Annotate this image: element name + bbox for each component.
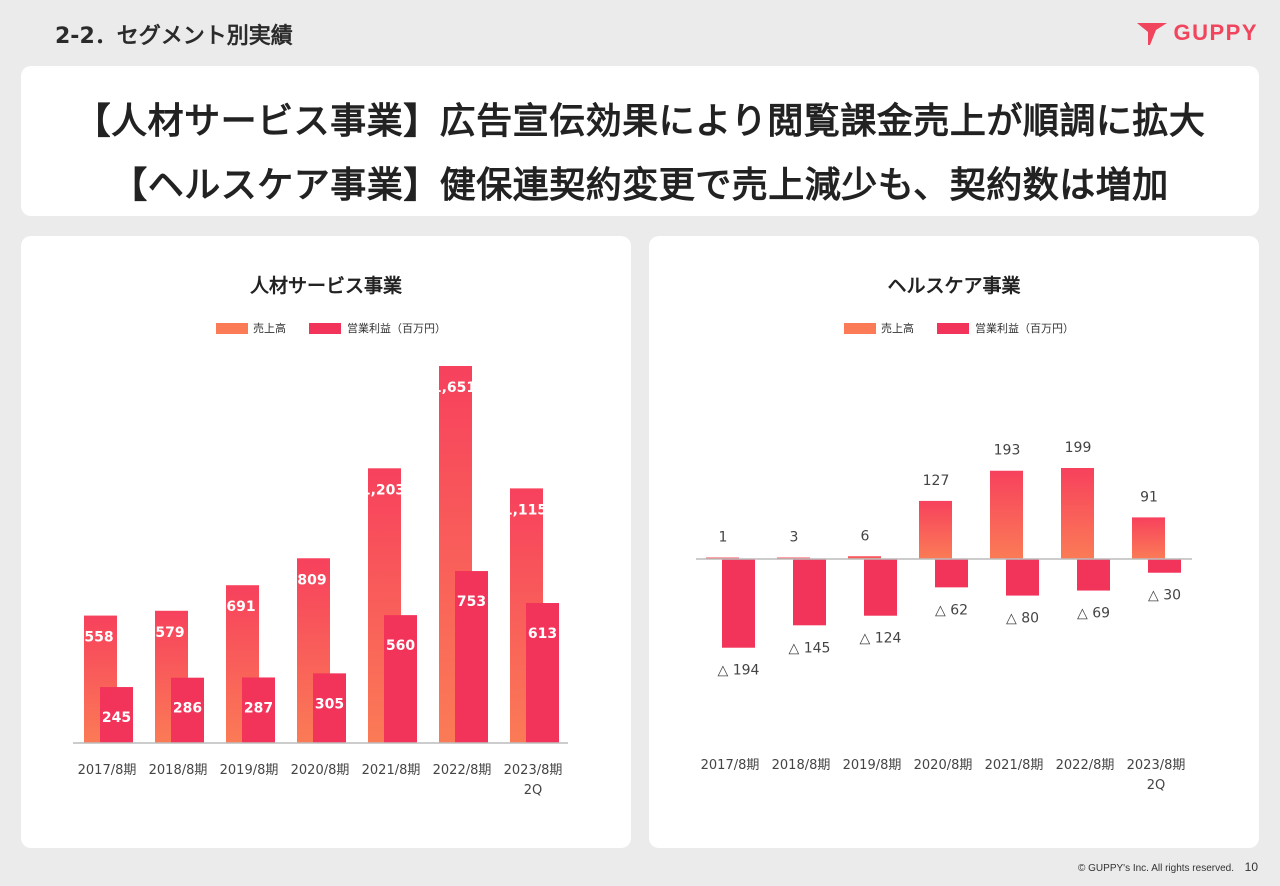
chart-title: 人材サービス事業	[250, 274, 403, 297]
data-label-profit: △ 124	[860, 631, 902, 647]
data-label-profit: △ 145	[789, 640, 831, 656]
logo-text: GUPPY	[1173, 20, 1258, 45]
bar-profit	[242, 677, 275, 743]
data-label-profit: △ 80	[1006, 611, 1039, 627]
guppy-logo-icon	[1137, 23, 1168, 45]
bar-profit	[1148, 559, 1181, 573]
x-tick-label: 2022/8期	[1056, 758, 1115, 773]
data-label-profit: △ 69	[1077, 606, 1110, 622]
x-tick-label: 2021/8期	[985, 758, 1044, 773]
data-label-sales: 193	[994, 443, 1021, 459]
bar-profit	[171, 677, 204, 743]
bar-profit	[1077, 559, 1110, 591]
x-tick-label: 2018/8期	[772, 758, 831, 773]
page-number: 10	[1244, 860, 1258, 874]
data-label-profit: 613	[528, 626, 557, 642]
x-tick-label: 2020/8期	[914, 758, 973, 773]
data-label-sales: 809	[297, 572, 326, 588]
headline-line-1: 【人材サービス事業】広告宣伝効果により閲覧課金売上が順調に拡大	[74, 101, 1206, 142]
bar-sales	[919, 500, 952, 559]
data-label-sales: 3	[790, 530, 799, 546]
data-label-profit: 286	[173, 701, 202, 717]
legend-label-sales: 売上高	[881, 321, 914, 335]
x-tick-label: 2017/8期	[78, 763, 137, 778]
copyright: © GUPPY's Inc. All rights reserved.	[1078, 863, 1234, 874]
data-label-sales: 6	[861, 528, 870, 544]
x-tick-label: 2017/8期	[701, 758, 760, 773]
legend-swatch-profit	[309, 323, 341, 334]
data-label-profit: △ 62	[935, 602, 968, 618]
bar-profit	[864, 559, 897, 616]
legend-swatch-profit	[937, 323, 969, 334]
data-label-sales: 1	[719, 530, 728, 546]
data-label-profit: △ 194	[718, 663, 760, 679]
data-label-profit: 305	[315, 696, 344, 712]
section-title: 2-2．セグメント別実績	[55, 24, 293, 49]
data-label-profit: 753	[457, 594, 486, 610]
bar-profit	[455, 571, 488, 743]
data-label-sales: 1,115	[503, 502, 547, 518]
data-label-profit: 560	[386, 638, 415, 654]
bar-profit	[384, 615, 417, 743]
data-label-sales: 1,203	[361, 482, 405, 498]
bar-profit	[526, 603, 559, 743]
bar-sales	[990, 470, 1023, 559]
legend-swatch-sales	[844, 323, 876, 334]
bar-profit	[793, 559, 826, 626]
data-label-profit: △ 30	[1148, 588, 1181, 604]
guppy-logo: GUPPY	[1135, 20, 1258, 46]
data-label-sales: 127	[923, 473, 950, 489]
data-label-sales: 579	[155, 625, 184, 641]
data-label-sales: 691	[226, 599, 255, 615]
legend-label-profit: 営業利益（百万円）	[347, 321, 446, 335]
headline-line-2: 【ヘルスケア事業】健保連契約変更で売上減少も、契約数は増加	[111, 165, 1169, 206]
x-tick-label: 2018/8期	[149, 763, 208, 778]
data-label-sales: 199	[1065, 440, 1092, 456]
x-tick-label: 2019/8期	[220, 763, 279, 778]
bar-profit	[313, 673, 346, 743]
bar-profit	[100, 687, 133, 743]
bar-profit	[935, 559, 968, 588]
chart-card-healthcare: ヘルスケア事業売上高 営業利益（百万円） 1 △ 194 2017/8期 3 △ 145 20…	[649, 236, 1259, 848]
x-tick-label: 2023/8期 2Q	[504, 763, 563, 798]
bar-sales	[848, 556, 881, 559]
x-tick-label: 2022/8期	[433, 763, 492, 778]
chart-card-jinzai: 人材サービス事業売上高 営業利益（百万円） 558 245 2017/8期 579 286 2…	[21, 236, 631, 848]
x-tick-label: 2021/8期	[362, 763, 421, 778]
bar-sales	[1061, 468, 1094, 559]
x-tick-label: 2023/8期 2Q	[1127, 758, 1186, 793]
x-tick-label: 2020/8期	[291, 763, 350, 778]
chart-title: ヘルスケア事業	[887, 274, 1021, 297]
legend-label-sales: 売上高	[253, 321, 286, 335]
data-label-sales: 1,651	[432, 380, 476, 396]
data-label-profit: 287	[244, 700, 273, 716]
bar-profit	[1006, 559, 1039, 596]
legend-swatch-sales	[216, 323, 248, 334]
bar-sales	[1132, 517, 1165, 559]
data-label-sales: 558	[84, 630, 113, 646]
data-label-profit: 245	[102, 710, 131, 726]
x-tick-label: 2019/8期	[843, 758, 902, 773]
legend-label-profit: 営業利益（百万円）	[975, 321, 1074, 335]
bar-profit	[722, 559, 755, 648]
data-label-sales: 91	[1140, 489, 1158, 505]
headline-card: 【人材サービス事業】広告宣伝効果により閲覧課金売上が順調に拡大 【ヘルスケア事業…	[21, 66, 1259, 216]
